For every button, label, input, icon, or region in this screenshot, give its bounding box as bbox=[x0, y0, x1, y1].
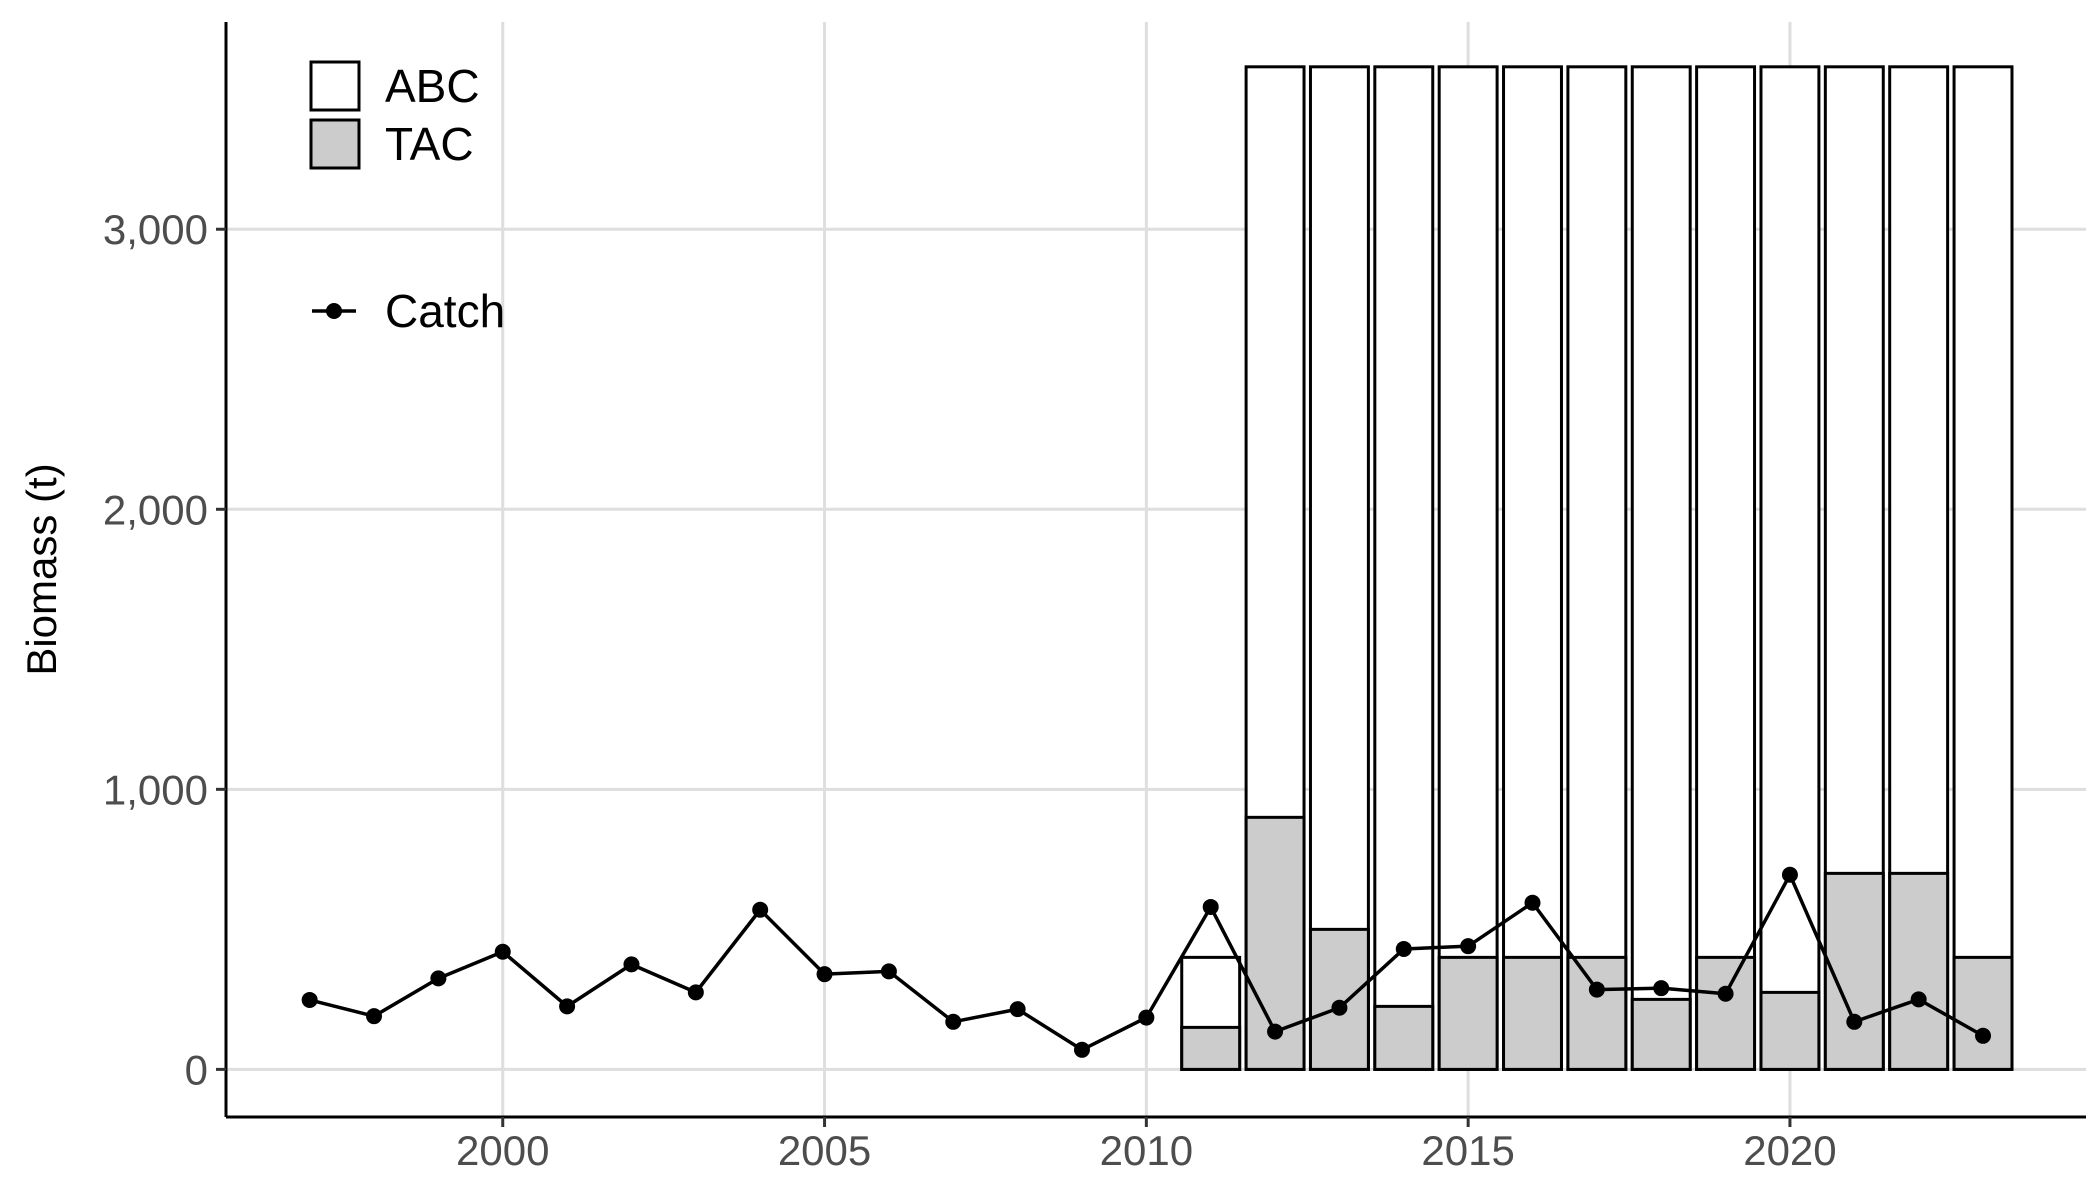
tac-bar bbox=[1502, 955, 1563, 1071]
abc-bar bbox=[1308, 65, 1370, 1071]
catch-point bbox=[1653, 980, 1670, 997]
catch-point bbox=[301, 991, 318, 1008]
abc-bar bbox=[1373, 65, 1435, 1071]
y-tick-label: 2,000 bbox=[103, 486, 208, 533]
legend-catch-point bbox=[326, 303, 342, 319]
y-tick-label: 3,000 bbox=[103, 206, 208, 253]
abc-bar bbox=[1502, 65, 1563, 1071]
tac-bar bbox=[1180, 1025, 1242, 1071]
catch-point bbox=[1460, 938, 1477, 955]
tac-bar bbox=[1437, 955, 1499, 1071]
abc-bar bbox=[1566, 65, 1628, 1071]
abc-bar bbox=[1695, 65, 1757, 1071]
abc-bars bbox=[1180, 65, 2014, 1071]
x-tick-label: 2010 bbox=[1100, 1127, 1193, 1174]
catch-point bbox=[1395, 940, 1412, 957]
y-tick-label: 0 bbox=[185, 1046, 208, 1093]
catch-point bbox=[1202, 898, 1219, 915]
catch-point bbox=[1073, 1041, 1090, 1058]
abc-bar bbox=[1952, 65, 2014, 1071]
axes bbox=[224, 22, 2086, 1119]
abc-bar bbox=[1759, 65, 1821, 1071]
legend-swatch-tac bbox=[309, 118, 361, 170]
x-tick-label: 2015 bbox=[1421, 1127, 1514, 1174]
legend: ABC TAC Catch bbox=[309, 60, 505, 337]
y-axis-title: Biomass (t) bbox=[18, 463, 65, 675]
catch-point bbox=[494, 943, 511, 960]
catch-point bbox=[687, 984, 704, 1001]
tac-bar bbox=[1630, 997, 1692, 1071]
tac-bar bbox=[1952, 955, 2014, 1071]
catch-point bbox=[1588, 981, 1605, 998]
catch-point bbox=[945, 1013, 962, 1030]
legend-label-tac: TAC bbox=[385, 118, 474, 170]
y-tick-label: 1,000 bbox=[103, 766, 208, 813]
catch-point bbox=[366, 1008, 383, 1025]
catch-point bbox=[559, 998, 576, 1015]
tac-bar bbox=[1308, 927, 1370, 1071]
tac-bar bbox=[1888, 871, 1950, 1071]
tac-bar bbox=[1695, 955, 1757, 1071]
catch-point bbox=[816, 966, 833, 983]
tick-labels: 2000 2005 2010 2015 2020 0 1,000 2,000 3,000 bbox=[103, 206, 1837, 1174]
legend-label-catch: Catch bbox=[385, 285, 505, 337]
catch-point bbox=[1524, 894, 1541, 911]
catch-point bbox=[1910, 991, 1927, 1008]
x-tick-label: 2000 bbox=[456, 1127, 549, 1174]
catch-point bbox=[1975, 1027, 1992, 1044]
tac-bar bbox=[1373, 1004, 1435, 1071]
catch-series bbox=[301, 866, 1992, 1058]
x-tick-label: 2005 bbox=[778, 1127, 871, 1174]
catch-point bbox=[1138, 1009, 1155, 1026]
catch-point bbox=[880, 963, 897, 980]
catch-point bbox=[1331, 999, 1348, 1016]
legend-swatch-abc bbox=[309, 60, 361, 112]
tac-bar bbox=[1566, 955, 1628, 1071]
tac-bar bbox=[1823, 871, 1885, 1071]
catch-point bbox=[1009, 1001, 1026, 1018]
catch-point bbox=[1717, 985, 1734, 1002]
catch-point bbox=[1846, 1013, 1863, 1030]
catch-point bbox=[1267, 1023, 1284, 1040]
catch-point bbox=[430, 970, 447, 987]
legend-label-abc: ABC bbox=[385, 60, 480, 112]
abc-bar bbox=[1437, 65, 1499, 1071]
catch-point bbox=[752, 901, 769, 918]
tac-bar bbox=[1759, 990, 1821, 1071]
x-tick-label: 2020 bbox=[1743, 1127, 1836, 1174]
catch-point bbox=[1781, 866, 1798, 883]
catch-point bbox=[623, 956, 640, 973]
abc-bar bbox=[1630, 65, 1692, 1071]
